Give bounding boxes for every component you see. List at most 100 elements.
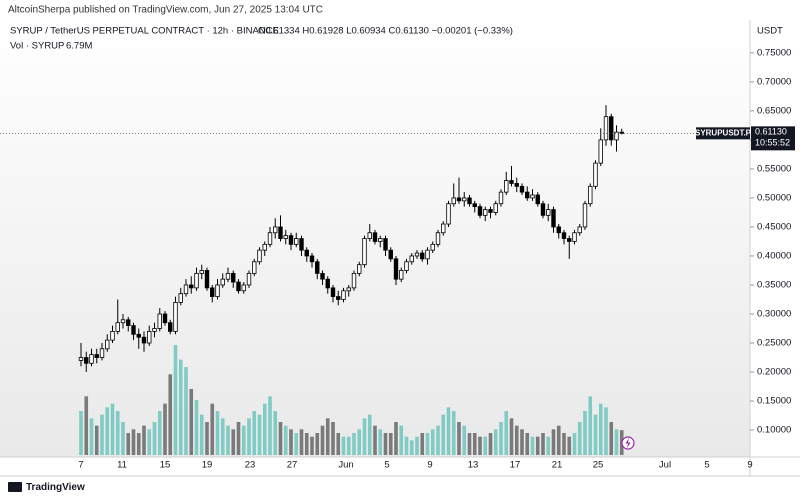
candle-body	[157, 313, 162, 329]
candle-body	[472, 203, 477, 208]
volume-bar	[126, 433, 131, 455]
candle-body	[94, 354, 99, 358]
countdown: 10:55:52	[755, 138, 790, 148]
time-tick-label: 11	[117, 460, 127, 471]
candle-body	[294, 238, 299, 245]
volume-bar	[546, 436, 551, 455]
price-tick-label: 0.30000	[757, 309, 791, 320]
volume-bar	[430, 429, 435, 455]
candle-body	[572, 232, 577, 242]
volume-bar	[84, 396, 89, 455]
volume-bar	[499, 422, 503, 455]
candle-body	[152, 328, 157, 332]
candle-body	[241, 284, 246, 292]
volume-bar	[425, 433, 430, 455]
volume-bar	[530, 436, 535, 455]
candle-body	[451, 197, 456, 205]
volume-bar	[373, 425, 377, 455]
time-tick-label: 15	[160, 460, 171, 471]
candle-body	[168, 322, 173, 332]
volume-bar	[378, 429, 383, 455]
volume-bar	[304, 433, 309, 455]
volume-value: 6.79M	[66, 41, 92, 52]
candle-body	[131, 325, 136, 335]
price-label-bg	[751, 126, 795, 151]
candle-body	[262, 243, 267, 251]
volume-bar	[556, 425, 561, 455]
volume-bar	[294, 433, 299, 455]
volume-bar	[362, 418, 367, 455]
candle-body	[283, 235, 288, 239]
candle-body	[393, 258, 399, 280]
price-tick-label: 0.65000	[757, 105, 791, 116]
volume-bar	[415, 436, 419, 455]
candle-body	[78, 357, 84, 361]
candle-body	[514, 183, 519, 187]
volume-bar	[567, 436, 572, 455]
volume-bar	[562, 433, 566, 455]
candle-body	[89, 354, 94, 364]
candle-body	[567, 238, 572, 242]
candle-body	[409, 255, 414, 263]
time-tick-label: 27	[287, 460, 298, 471]
volume-bar	[588, 396, 593, 455]
volume-bar	[173, 345, 178, 455]
candle-body	[462, 197, 467, 202]
brand: TradingView	[26, 482, 85, 493]
candle-body	[498, 191, 504, 205]
candle-body	[225, 272, 231, 280]
candle-body	[304, 249, 309, 257]
volume-bar	[604, 407, 608, 455]
candle-body	[509, 180, 514, 184]
volume-bar	[205, 422, 209, 455]
volume-bar	[136, 433, 141, 455]
candle-body	[299, 238, 304, 251]
price-tick-label: 0.75000	[757, 47, 791, 58]
volume-bar	[299, 429, 304, 455]
time-tick-label: Jun	[338, 460, 353, 471]
candle-body	[446, 203, 451, 225]
volume-bar	[509, 418, 514, 455]
candle-body	[425, 249, 430, 260]
candle-body	[320, 272, 325, 280]
candle-body	[257, 249, 262, 263]
price-tick-label: 0.35000	[757, 279, 791, 290]
time-tick-label: Jul	[659, 460, 671, 471]
candle-body	[404, 261, 409, 271]
volume-bar	[446, 407, 451, 455]
currency-label: USDT	[757, 26, 783, 37]
volume-bar	[231, 429, 236, 455]
volume-bar	[541, 433, 545, 455]
candle-body	[115, 322, 120, 332]
candle-body	[351, 272, 357, 289]
candle-body	[598, 139, 603, 164]
price-tick-label: 0.55000	[757, 163, 791, 174]
volume-bar	[420, 433, 425, 455]
volume-bar	[121, 422, 125, 455]
volume-bar	[157, 411, 162, 455]
candle-body	[556, 226, 561, 234]
candle-body	[325, 278, 330, 289]
candle-body	[467, 197, 472, 205]
volume-bar	[147, 429, 152, 455]
volume-bar	[462, 425, 467, 455]
candle-body	[315, 261, 320, 274]
volume-bar	[383, 433, 388, 455]
volume-bar	[105, 407, 110, 455]
volume-bar	[236, 422, 241, 455]
volume-bar	[451, 411, 456, 455]
price-tick-label: 0.50000	[757, 192, 791, 203]
candle-body	[383, 238, 388, 251]
ohlc-values: O0.61334 H0.61928 L0.60934 C0.61130 −0.0…	[258, 26, 513, 37]
price-tick-label: 0.25000	[757, 338, 791, 349]
candle-body	[546, 209, 551, 216]
volume-bar	[278, 422, 283, 455]
volume-bar	[336, 433, 341, 455]
candle-body	[430, 243, 435, 251]
candle-body	[456, 197, 462, 202]
volume-bar	[115, 411, 120, 455]
symbol-tag: SYRUPUSDT.P	[695, 128, 752, 137]
price-tick-label: 0.45000	[757, 221, 791, 232]
price-tick-label: 0.20000	[757, 367, 791, 378]
volume-bar	[572, 433, 577, 455]
